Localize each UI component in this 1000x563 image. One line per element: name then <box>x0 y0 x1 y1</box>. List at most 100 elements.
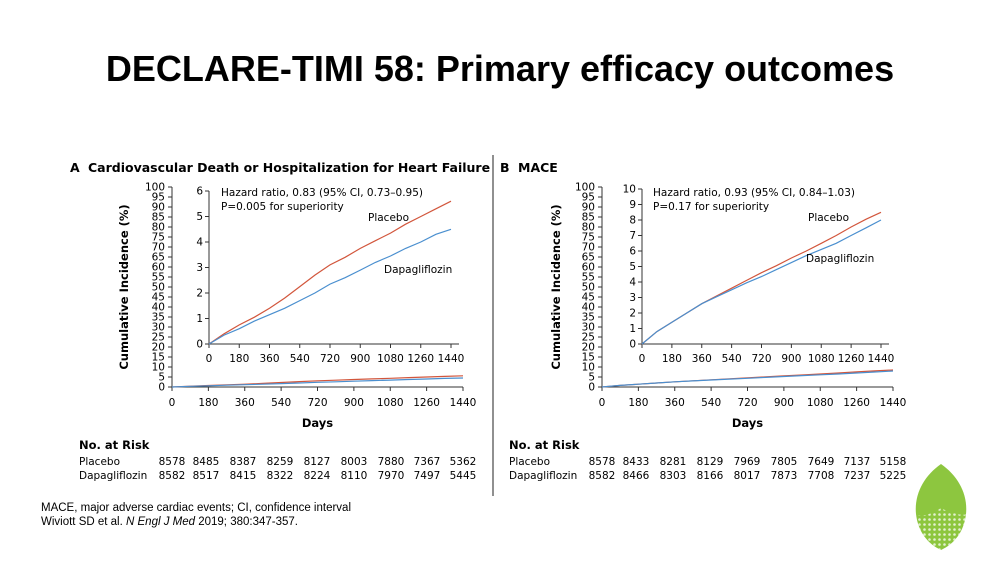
at-risk-value: 8303 <box>660 470 687 482</box>
inset-background <box>640 185 893 362</box>
at-risk-value: 8466 <box>623 470 650 482</box>
inset-y-tick-label: 6 <box>196 186 203 198</box>
series-label-dapagliflozin: Dapagliflozin <box>806 253 874 265</box>
main-y-tick-label: 85 <box>582 212 595 224</box>
panel-letter: A <box>70 160 80 175</box>
inset-series-line-dapagliflozin <box>208 228 452 345</box>
main-x-tick-label: 1260 <box>843 397 870 409</box>
at-risk-value: 8110 <box>341 470 368 482</box>
inset-y-tick-label: 7 <box>629 230 636 242</box>
main-y-tick-label: 65 <box>582 252 595 264</box>
main-x-tick-label: 720 <box>307 397 327 409</box>
footnote-abbreviations: MACE, major adverse cardiac events; CI, … <box>41 502 351 514</box>
at-risk-value: 8582 <box>589 470 616 482</box>
at-risk-value: 8224 <box>304 470 331 482</box>
inset-y-tick-label: 0 <box>629 339 636 351</box>
at-risk-value: 8433 <box>623 456 650 468</box>
inset-x-tick-label: 540 <box>722 353 742 365</box>
inset-annotation-line: Hazard ratio, 0.83 (95% CI, 0.73–0.95) <box>221 187 423 199</box>
inset-x-tick-label: 720 <box>320 353 340 365</box>
at-risk-value: 8578 <box>159 456 186 468</box>
at-risk-value: 8485 <box>193 456 220 468</box>
at-risk-header: No. at Risk <box>509 438 580 452</box>
main-x-axis-title: Days <box>302 416 333 430</box>
panel-title: MACE <box>518 160 558 175</box>
main-x-tick-label: 1080 <box>377 397 404 409</box>
inset-x-tick-label: 720 <box>751 353 771 365</box>
inset-x-tick-label: 0 <box>639 353 646 365</box>
at-risk-value: 8017 <box>734 470 761 482</box>
at-risk-value: 7970 <box>378 470 405 482</box>
main-y-tick-label: 25 <box>582 332 595 344</box>
at-risk-value: 7137 <box>844 456 871 468</box>
main-x-tick-label: 720 <box>737 397 757 409</box>
main-y-tick-label: 55 <box>152 272 165 284</box>
main-y-tick-label: 5 <box>158 372 165 384</box>
at-risk-value: 7880 <box>378 456 405 468</box>
inset-y-tick-label: 2 <box>196 288 203 300</box>
inset-x-tick-label: 1260 <box>838 353 865 365</box>
at-risk-value: 8281 <box>660 456 687 468</box>
at-risk-value: 5445 <box>450 470 477 482</box>
at-risk-value: 8387 <box>230 456 257 468</box>
main-y-tick-label: 85 <box>152 212 165 224</box>
inset-x-tick-label: 180 <box>662 353 682 365</box>
inset-y-tick-label: 4 <box>629 277 636 289</box>
inset-x-tick-label: 180 <box>229 353 249 365</box>
main-y-tick-label: 30 <box>152 322 165 334</box>
main-y-tick-label: 35 <box>582 312 595 324</box>
main-y-tick-label: 55 <box>582 272 595 284</box>
main-y-tick-label: 15 <box>582 352 595 364</box>
inset-y-tick-label: 6 <box>629 246 636 258</box>
at-risk-value: 8129 <box>697 456 724 468</box>
series-label-dapagliflozin: Dapagliflozin <box>384 264 452 276</box>
main-y-tick-label: 40 <box>582 302 595 314</box>
main-x-tick-label: 1260 <box>413 397 440 409</box>
at-risk-value: 8582 <box>159 470 186 482</box>
inset-x-tick-label: 900 <box>781 353 801 365</box>
main-y-tick-label: 95 <box>582 192 595 204</box>
main-y-axis-title: Cumulative Incidence (%) <box>549 204 563 369</box>
inset-annotation-line: P=0.005 for superiority <box>221 201 344 213</box>
main-x-tick-label: 180 <box>198 397 218 409</box>
main-y-tick-label: 20 <box>152 342 165 354</box>
main-y-tick-label: 70 <box>582 242 595 254</box>
main-x-tick-label: 540 <box>271 397 291 409</box>
main-y-tick-label: 10 <box>582 362 595 374</box>
main-x-tick-label: 0 <box>599 397 606 409</box>
at-risk-value: 7805 <box>771 456 798 468</box>
leaf-logo <box>915 464 967 550</box>
at-risk-value: 7237 <box>844 470 871 482</box>
main-x-tick-label: 360 <box>235 397 255 409</box>
main-y-tick-label: 80 <box>582 222 595 234</box>
at-risk-row-label: Placebo <box>509 456 550 468</box>
inset-x-tick-label: 540 <box>290 353 310 365</box>
main-y-tick-label: 45 <box>582 292 595 304</box>
inset-x-tick-label: 360 <box>259 353 279 365</box>
main-y-tick-label: 50 <box>582 282 595 294</box>
at-risk-value: 7497 <box>414 470 441 482</box>
at-risk-value: 5225 <box>880 470 907 482</box>
at-risk-row-label: Dapagliflozin <box>79 470 147 482</box>
inset-x-tick-label: 360 <box>692 353 712 365</box>
panel-letter: B <box>500 160 510 175</box>
at-risk-value: 8166 <box>697 470 724 482</box>
main-y-tick-label: 60 <box>582 262 595 274</box>
at-risk-value: 7649 <box>808 456 835 468</box>
main-y-tick-label: 75 <box>582 232 595 244</box>
series-label-placebo: Placebo <box>368 212 409 224</box>
main-x-tick-label: 1440 <box>450 397 477 409</box>
main-y-axis-title: Cumulative Incidence (%) <box>117 204 131 369</box>
inset-x-tick-label: 0 <box>206 353 213 365</box>
inset-y-tick-label: 1 <box>196 313 203 325</box>
inset-y-tick-label: 10 <box>623 184 636 196</box>
inset-x-tick-label: 900 <box>350 353 370 365</box>
citation-authors: Wiviott SD et al. <box>41 516 126 528</box>
citation-journal: N Engl J Med <box>126 516 196 528</box>
at-risk-row-label: Dapagliflozin <box>509 470 577 482</box>
main-y-tick-label: 80 <box>152 222 165 234</box>
at-risk-value: 7969 <box>734 456 761 468</box>
main-series-line-dapagliflozin <box>171 377 464 388</box>
inset-x-tick-label: 1440 <box>438 353 465 365</box>
